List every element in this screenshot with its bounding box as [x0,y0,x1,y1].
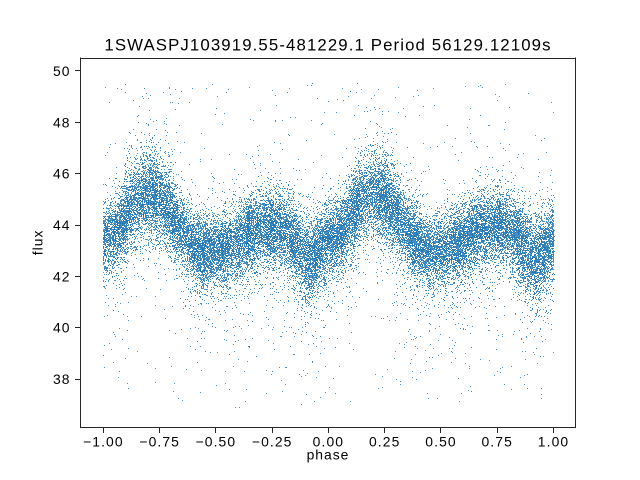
svg-text:0.75: 0.75 [481,433,512,449]
svg-text:1.00: 1.00 [538,433,569,449]
svg-text:−0.75: −0.75 [139,433,180,449]
svg-text:0.00: 0.00 [313,433,344,449]
svg-text:50: 50 [53,63,71,79]
svg-text:48: 48 [53,114,71,130]
svg-text:1SWASPJ103919.55-481229.1 Peri: 1SWASPJ103919.55-481229.1 Period 56129.1… [104,35,551,54]
svg-text:0.25: 0.25 [369,433,400,449]
svg-text:44: 44 [53,217,71,233]
svg-text:−1.00: −1.00 [83,433,124,449]
svg-text:38: 38 [53,371,71,387]
svg-text:−0.25: −0.25 [252,433,293,449]
svg-text:40: 40 [53,320,71,336]
svg-text:0.50: 0.50 [425,433,456,449]
svg-text:flux: flux [29,230,45,256]
svg-text:phase: phase [307,446,350,462]
svg-text:−0.50: −0.50 [196,433,237,449]
svg-text:42: 42 [53,268,71,284]
svg-text:46: 46 [53,166,71,182]
